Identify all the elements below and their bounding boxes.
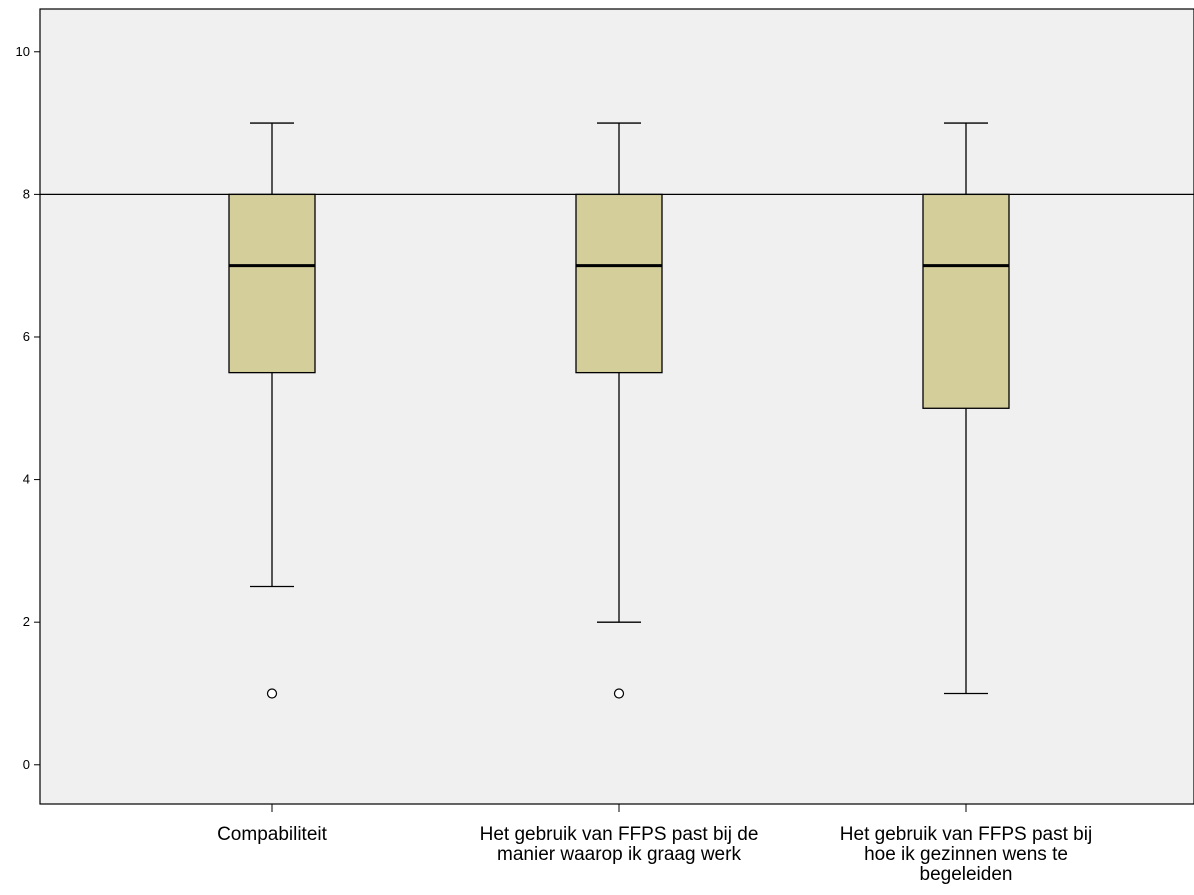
category-label-line: hoe ik gezinnen wens te	[864, 844, 1068, 865]
y-tick-label: 4	[23, 472, 30, 487]
box-iqr	[228, 193, 316, 374]
category-label: Compabiliteit	[217, 824, 328, 845]
x-axis: Compabiliteit Het gebruik van FFPS past b…	[217, 804, 1092, 885]
category-label: Het gebruik van FFPS past bij hoe ik gezi…	[840, 824, 1092, 885]
y-tick-label: 0	[23, 757, 30, 772]
category-label-line: Het gebruik van FFPS past bij	[840, 824, 1092, 845]
category-label-line: Compabiliteit	[217, 824, 328, 845]
category-label-line: Het gebruik van FFPS past bij de	[480, 824, 759, 845]
box-group	[575, 122, 663, 699]
box-iqr	[575, 193, 663, 374]
y-tick-label: 8	[23, 186, 30, 201]
category-label-line: manier waarop ik graag werk	[497, 844, 741, 865]
outlier-point	[613, 688, 625, 699]
y-tick-label: 2	[23, 614, 30, 629]
y-axis: 0 2 4 6 8 10	[16, 44, 40, 772]
y-tick-label: 6	[23, 329, 30, 344]
category-label: Het gebruik van FFPS past bij de manier w…	[480, 824, 759, 865]
y-tick-label: 10	[16, 44, 30, 59]
plot-background	[39, 8, 1194, 805]
box-iqr	[922, 193, 1010, 409]
box-group	[922, 122, 1010, 695]
boxplot-marks	[228, 122, 1010, 699]
outlier-point	[266, 688, 278, 699]
box-group	[228, 122, 316, 699]
plot-area	[39, 8, 1194, 805]
category-label-line: begeleiden	[920, 864, 1013, 885]
